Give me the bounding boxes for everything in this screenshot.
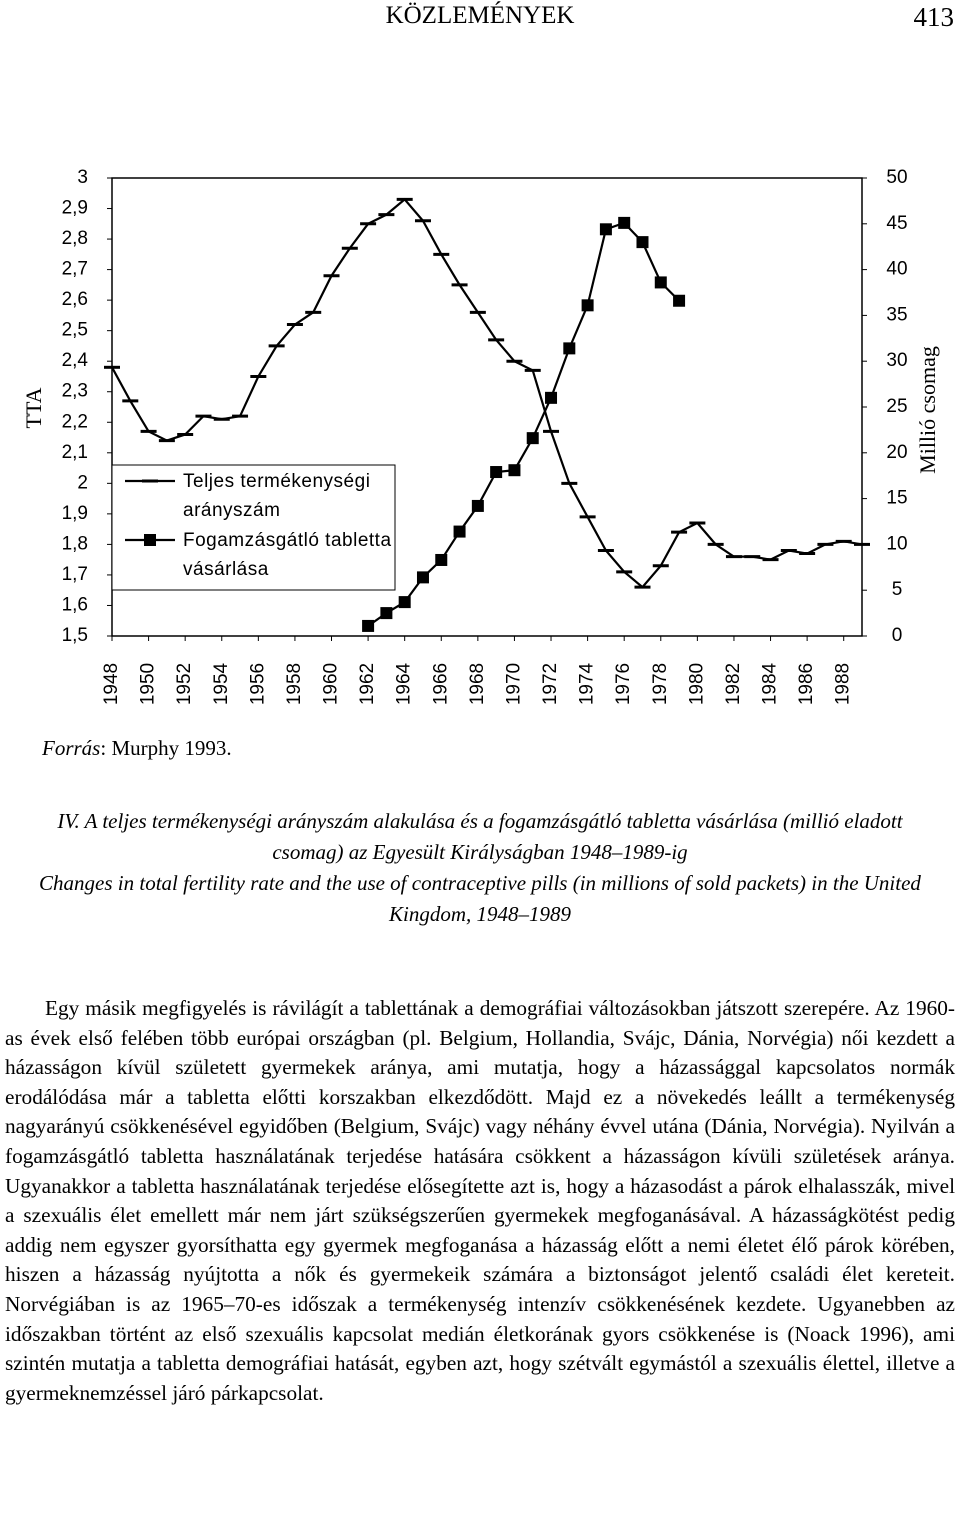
y-axis-title: TTA	[21, 387, 46, 428]
y-tick-label: 2,1	[62, 442, 88, 463]
y2-tick-label: 25	[886, 396, 907, 417]
y-tick-label: 3	[77, 167, 88, 188]
marker	[654, 276, 667, 289]
y2-tick-label: 5	[892, 579, 903, 600]
legend-marker	[144, 534, 156, 546]
legend-label: Teljes termékenységi arányszám	[183, 471, 371, 521]
y-tick-label: 1,9	[62, 503, 88, 524]
legend-box	[111, 464, 396, 591]
marker	[545, 391, 558, 404]
source: Forrás: Murphy 1993.	[42, 736, 232, 761]
marker	[471, 499, 484, 512]
y2-tick-label: 35	[886, 304, 907, 325]
y-tick-label: 2,4	[62, 350, 89, 371]
y-tick-label: 2,5	[62, 320, 88, 341]
marker	[526, 432, 539, 445]
y-tick-label: 2,6	[62, 289, 88, 310]
x-tick-label: 1970	[503, 663, 524, 705]
marker	[599, 223, 612, 236]
marker	[453, 525, 466, 538]
caption-hu: IV. A teljes termékenységi arányszám ala…	[57, 809, 903, 864]
y2-tick-label: 10	[886, 533, 907, 554]
caption-en: Changes in total fertility rate and the …	[39, 871, 921, 926]
legend-label: Fogamzásgátló tabletta vásárlása	[183, 530, 392, 580]
x-tick-label: 1984	[760, 662, 781, 705]
marker	[581, 299, 594, 312]
y-tick-label: 1,7	[62, 564, 88, 585]
y-tick-label: 1,6	[62, 594, 88, 615]
y-tick-label: 1,8	[62, 533, 88, 554]
series-line	[367, 221, 680, 627]
y2-tick-label: 30	[886, 350, 907, 371]
marker	[673, 294, 686, 307]
x-tick-label: 1968	[467, 663, 488, 705]
marker	[508, 464, 521, 477]
marker	[398, 596, 411, 609]
marker	[416, 571, 429, 584]
x-tick-label: 1956	[247, 663, 268, 705]
y2-tick-label: 40	[886, 259, 907, 280]
x-tick-label: 1948	[101, 663, 122, 705]
source-label: Forrás	[42, 736, 101, 760]
x-tick-label: 1978	[650, 663, 671, 705]
x-tick-label: 1988	[833, 663, 854, 705]
running-header: KÖZLEMÉNYEK	[385, 2, 575, 29]
y2-tick-label: 50	[886, 167, 907, 188]
x-tick-label: 1954	[211, 662, 232, 705]
y-tick-label: 2,8	[62, 228, 88, 249]
x-tick-label: 1976	[613, 663, 634, 705]
x-tick-label: 1982	[723, 663, 744, 705]
x-tick-label: 1958	[284, 663, 305, 705]
x-tick-label: 1972	[540, 663, 561, 705]
y-tick-label: 2,3	[62, 381, 88, 402]
y2-tick-label: 20	[886, 442, 907, 463]
x-tick-label: 1964	[394, 662, 415, 705]
body-paragraph: Egy másik megfigyelés is rávilágít a tab…	[5, 996, 955, 1405]
y-tick-label: 2,2	[62, 411, 88, 432]
x-tick-label: 1952	[174, 663, 195, 705]
x-tick-label: 1950	[138, 663, 159, 705]
y-tick-label: 2	[77, 472, 88, 493]
y2-tick-label: 15	[886, 488, 907, 509]
y2-tick-label: 0	[892, 625, 903, 646]
marker	[563, 342, 576, 355]
chart: 1,5 1,6 1,7 1,8 1,9 2 2,1 2,2 2,3 2,4 2,5 2,6 2,7 2,8…	[21, 167, 940, 705]
x-tick-label: 1980	[686, 663, 707, 705]
source-text: : Murphy 1993.	[100, 736, 232, 760]
x-tick-label: 1960	[321, 663, 342, 705]
y-tick-label: 2,7	[62, 259, 88, 280]
x-tick-label: 1962	[357, 663, 378, 705]
marker	[362, 619, 375, 632]
marker	[490, 466, 503, 479]
marker	[618, 216, 631, 229]
y-tick-label: 1,5	[62, 625, 88, 646]
page-number: 413	[913, 2, 955, 32]
y-tick-label: 2,9	[62, 198, 88, 219]
marker	[435, 553, 448, 566]
y2-tick-label: 45	[886, 213, 907, 234]
marker	[636, 236, 649, 249]
marker	[380, 607, 393, 620]
x-tick-label: 1974	[577, 662, 598, 705]
y2-axis-title: Millió csomag	[915, 346, 940, 474]
x-tick-label: 1966	[430, 663, 451, 705]
x-tick-label: 1986	[796, 663, 817, 705]
